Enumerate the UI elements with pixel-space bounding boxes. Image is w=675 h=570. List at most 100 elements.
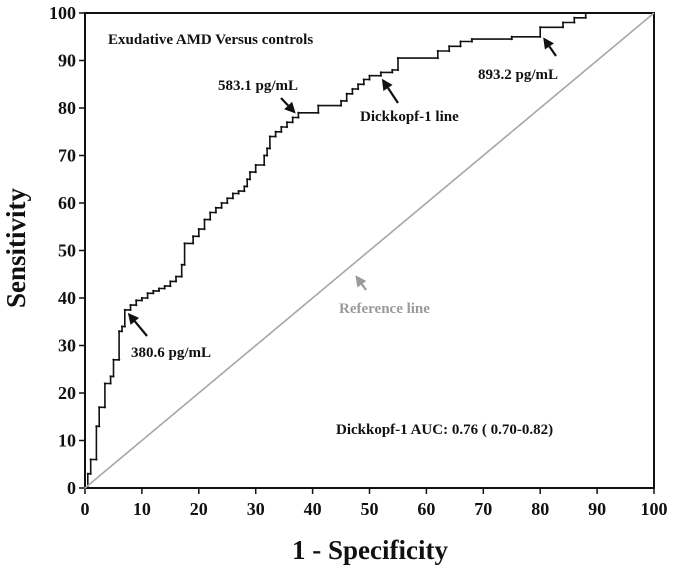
roc-point <box>86 486 89 490</box>
arrow-reference-line-shaft <box>360 283 367 291</box>
roc-point <box>268 135 272 138</box>
reference-point <box>623 36 626 39</box>
roc-line <box>85 12 654 489</box>
x-tick-label: 80 <box>531 499 549 519</box>
roc-point <box>539 35 542 38</box>
reference-markers <box>84 14 653 489</box>
roc-point <box>362 78 365 81</box>
arrow-dkk1-line-head <box>381 78 393 91</box>
reference-point <box>131 447 134 449</box>
roc-point <box>103 406 107 409</box>
roc-point <box>391 68 394 72</box>
annotation-dkk1-line: Dickkopf-1 line <box>360 109 459 125</box>
reference-point <box>343 270 346 273</box>
reference-point <box>445 185 448 187</box>
x-tick-label: 20 <box>190 499 208 519</box>
reference-point <box>138 441 141 444</box>
roc-point <box>379 74 382 77</box>
arrow-reference-line-head <box>355 275 367 288</box>
x-tick-label: 70 <box>474 499 492 519</box>
arrow-583-head <box>284 101 296 114</box>
reference-point <box>603 53 605 56</box>
reference-point <box>370 247 373 250</box>
reference-point <box>596 59 598 62</box>
y-tick-label: 50 <box>58 241 76 261</box>
reference-point <box>295 310 298 313</box>
reference-point <box>350 264 353 267</box>
roc-point <box>396 57 400 60</box>
roc-point <box>379 71 382 74</box>
roc-point <box>297 111 300 114</box>
roc-point <box>246 178 249 181</box>
roc-point <box>103 382 107 385</box>
roc-point <box>291 116 294 119</box>
x-tick-label: 10 <box>133 499 151 519</box>
roc-point <box>98 406 101 409</box>
reference-point <box>186 401 189 404</box>
reference-point <box>282 321 284 324</box>
arrow-583 <box>280 97 296 114</box>
roc-point <box>317 104 320 107</box>
reference-point <box>486 150 489 153</box>
roc-point <box>345 99 348 102</box>
x-tick-label: 90 <box>588 499 606 519</box>
reference-point <box>275 327 278 330</box>
roc-point <box>561 26 565 29</box>
roc-point <box>95 458 98 461</box>
reference-point <box>207 384 209 387</box>
roc-point <box>183 263 186 266</box>
reference-point <box>650 14 653 16</box>
roc-point <box>214 211 217 214</box>
reference-point <box>616 42 619 45</box>
reference-point <box>377 242 380 244</box>
y-axis-title: Sensitivity <box>1 187 31 308</box>
reference-point <box>507 133 510 136</box>
roc-point <box>237 192 240 195</box>
reference-point <box>200 390 202 392</box>
reference-point <box>90 481 93 484</box>
roc-point <box>169 285 172 288</box>
roc-point <box>391 71 394 74</box>
roc-point <box>274 130 277 133</box>
roc-point <box>263 154 266 157</box>
roc-point <box>220 206 223 209</box>
roc-point <box>120 325 124 328</box>
roc-markers <box>83 11 656 490</box>
roc-point <box>118 330 121 333</box>
roc-point <box>183 242 186 245</box>
roc-point <box>510 38 513 41</box>
roc-point <box>140 299 143 302</box>
roc-point <box>436 57 439 60</box>
roc-point <box>539 26 542 29</box>
reference-point <box>480 156 482 159</box>
reference-point <box>609 48 612 50</box>
reference-point <box>589 65 592 68</box>
y-tick-label: 40 <box>58 288 76 308</box>
reference-point <box>473 162 476 165</box>
reference-point <box>548 99 551 102</box>
roc-point <box>146 296 149 300</box>
arrow-893 <box>543 37 557 57</box>
roc-point <box>396 68 400 72</box>
roc-point <box>368 74 371 77</box>
reference-point <box>643 19 646 22</box>
roc-point <box>584 16 587 19</box>
roc-point <box>95 425 98 428</box>
roc-point <box>152 289 155 292</box>
roc-point <box>265 147 269 150</box>
reference-point <box>234 361 237 364</box>
roc-point <box>203 218 206 221</box>
reference-point <box>84 487 86 489</box>
roc-point <box>561 21 565 24</box>
roc-point <box>351 92 354 95</box>
arrow-893-shaft <box>548 45 557 57</box>
annotation-380: 380.6 pg/mL <box>131 345 211 361</box>
roc-point <box>123 308 126 311</box>
roc-point <box>339 104 343 107</box>
roc-point <box>345 92 348 95</box>
reference-point <box>534 110 537 113</box>
roc-point <box>112 375 115 378</box>
roc-point <box>152 292 155 295</box>
reference-point <box>582 71 585 73</box>
reference-point <box>521 122 523 125</box>
